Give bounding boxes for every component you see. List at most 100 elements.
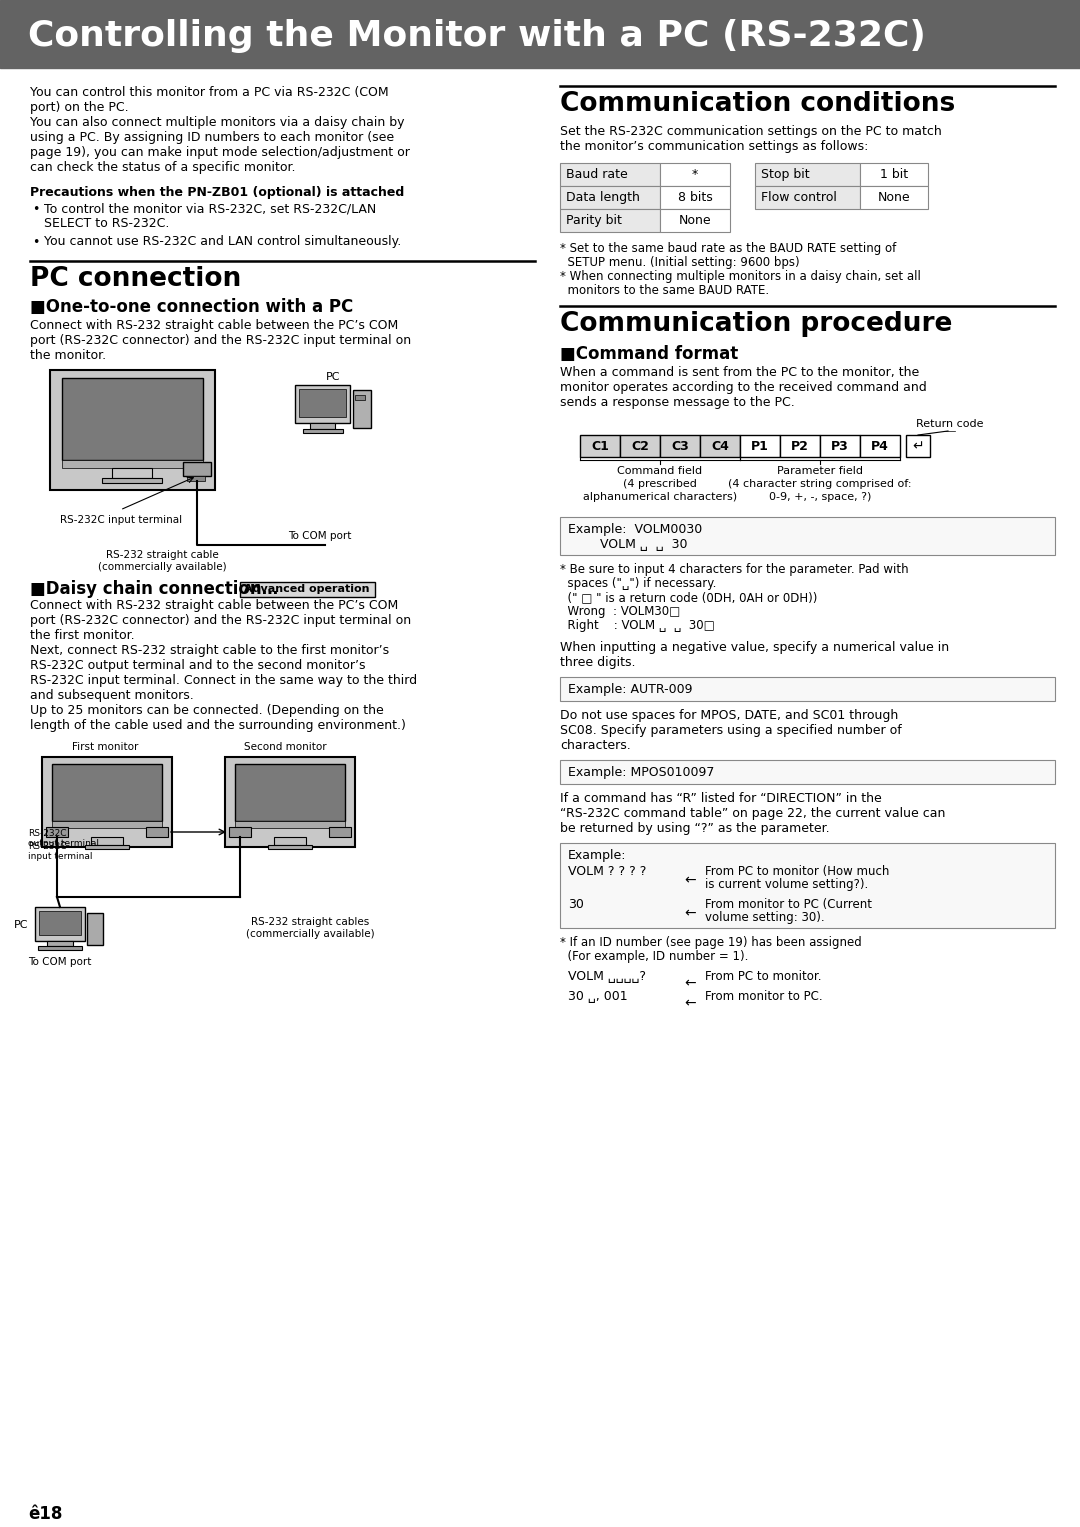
Text: ê18: ê18 <box>28 1506 63 1522</box>
Text: •: • <box>32 237 39 249</box>
Bar <box>48 941 73 947</box>
Text: Data length: Data length <box>566 191 639 205</box>
Text: Connect with RS-232 straight cable between the PC’s COM: Connect with RS-232 straight cable betwe… <box>30 319 399 331</box>
Text: * When connecting multiple monitors in a daisy chain, set all: * When connecting multiple monitors in a… <box>561 270 921 282</box>
Text: ■Command format: ■Command format <box>561 345 739 363</box>
Bar <box>102 478 162 483</box>
Text: RS-232C
output terminal: RS-232C output terminal <box>28 829 99 849</box>
Text: Example: MPOS010097: Example: MPOS010097 <box>568 767 714 779</box>
Text: Example:: Example: <box>568 849 626 863</box>
Text: sends a response message to the PC.: sends a response message to the PC. <box>561 395 795 409</box>
Text: monitors to the same BAUD RATE.: monitors to the same BAUD RATE. <box>561 284 769 296</box>
Text: To COM port: To COM port <box>288 531 352 541</box>
Bar <box>62 460 203 467</box>
Text: (For example, ID number = 1).: (For example, ID number = 1). <box>561 950 748 964</box>
Text: Wrong  : VOLM30□: Wrong : VOLM30□ <box>561 605 680 618</box>
Text: Right    : VOLM ␣  ␣  30□: Right : VOLM ␣ ␣ 30□ <box>561 618 715 632</box>
Bar <box>561 209 660 232</box>
Bar <box>906 435 930 457</box>
Bar <box>235 764 345 822</box>
Text: When inputting a negative value, specify a numerical value in: When inputting a negative value, specify… <box>561 641 949 654</box>
Text: Connect with RS-232 straight cable between the PC’s COM: Connect with RS-232 straight cable betwe… <box>30 599 399 612</box>
Bar <box>660 209 730 232</box>
Text: is current volume setting?).: is current volume setting?). <box>705 878 868 890</box>
Bar <box>303 429 343 434</box>
Bar <box>268 844 312 849</box>
Bar <box>274 837 306 844</box>
Bar <box>299 389 346 417</box>
Text: Set the RS-232C communication settings on the PC to match: Set the RS-232C communication settings o… <box>561 125 942 137</box>
Text: To COM port: To COM port <box>28 957 92 967</box>
Bar <box>38 947 82 950</box>
Text: P4: P4 <box>872 440 889 452</box>
Bar <box>353 389 372 428</box>
Text: the monitor.: the monitor. <box>30 350 106 362</box>
Bar <box>860 186 928 209</box>
Bar <box>860 435 900 457</box>
Bar <box>561 760 1055 783</box>
Text: ■One-to-one connection with a PC: ■One-to-one connection with a PC <box>30 298 353 316</box>
Bar <box>561 186 660 209</box>
Bar <box>580 435 620 457</box>
Text: Example:  VOLM0030: Example: VOLM0030 <box>568 524 702 536</box>
Text: RS-232C input terminal. Connect in the same way to the third: RS-232C input terminal. Connect in the s… <box>30 673 417 687</box>
Text: First monitor: First monitor <box>71 742 138 751</box>
Text: RS-232C
input terminal: RS-232C input terminal <box>28 841 93 861</box>
Text: Stop bit: Stop bit <box>761 168 810 182</box>
Text: You cannot use RS-232C and LAN control simultaneously.: You cannot use RS-232C and LAN control s… <box>44 235 402 247</box>
Text: Example: AUTR-009: Example: AUTR-009 <box>568 683 692 696</box>
Text: (4 character string comprised of:: (4 character string comprised of: <box>728 479 912 489</box>
Bar <box>310 423 335 429</box>
Bar <box>561 163 660 186</box>
Text: PC: PC <box>13 919 28 930</box>
Text: “RS-232C command table” on page 22, the current value can: “RS-232C command table” on page 22, the … <box>561 806 945 820</box>
Text: *: * <box>692 168 698 182</box>
Text: None: None <box>678 214 712 228</box>
Bar <box>755 163 860 186</box>
Text: Baud rate: Baud rate <box>566 168 627 182</box>
Text: port) on the PC.: port) on the PC. <box>30 101 129 115</box>
Text: ←: ← <box>685 873 696 887</box>
Text: Second monitor: Second monitor <box>244 742 326 751</box>
Text: RS-232C input terminal: RS-232C input terminal <box>60 515 183 525</box>
Text: three digits.: three digits. <box>561 657 635 669</box>
Bar <box>0 0 1080 69</box>
Text: You can control this monitor from a PC via RS-232C (COM: You can control this monitor from a PC v… <box>30 86 389 99</box>
Bar <box>755 186 860 209</box>
Text: Advanced operation: Advanced operation <box>244 583 369 594</box>
Text: VOLM ? ? ? ?: VOLM ? ? ? ? <box>568 864 646 878</box>
Bar <box>39 912 81 935</box>
Text: C2: C2 <box>631 440 649 452</box>
Text: When a command is sent from the PC to the monitor, the: When a command is sent from the PC to th… <box>561 366 919 379</box>
Bar <box>62 379 203 460</box>
Text: ←: ← <box>685 996 696 1009</box>
Bar <box>87 913 103 945</box>
Bar <box>52 764 162 822</box>
Text: port (RS-232C connector) and the RS-232C input terminal on: port (RS-232C connector) and the RS-232C… <box>30 614 411 628</box>
Bar <box>42 757 172 847</box>
Text: ←: ← <box>685 906 696 919</box>
Text: can check the status of a specific monitor.: can check the status of a specific monit… <box>30 160 296 174</box>
Text: PC connection: PC connection <box>30 266 241 292</box>
Bar <box>860 163 928 186</box>
Text: 0-9, +, -, space, ?): 0-9, +, -, space, ?) <box>769 492 872 502</box>
Text: You can also connect multiple monitors via a daisy chain by: You can also connect multiple monitors v… <box>30 116 405 128</box>
Text: alphanumerical characters): alphanumerical characters) <box>583 492 737 502</box>
Text: the monitor’s communication settings as follows:: the monitor’s communication settings as … <box>561 140 868 153</box>
Text: ↵: ↵ <box>913 438 923 454</box>
Text: SELECT to RS-232C.: SELECT to RS-232C. <box>44 217 170 231</box>
Text: PC: PC <box>326 373 340 382</box>
Bar <box>295 385 350 423</box>
Text: * Be sure to input 4 characters for the parameter. Pad with: * Be sure to input 4 characters for the … <box>561 563 908 576</box>
Bar <box>780 435 820 457</box>
Text: P1: P1 <box>751 440 769 452</box>
Text: the first monitor.: the first monitor. <box>30 629 135 641</box>
Bar <box>112 467 152 478</box>
Text: RS-232 straight cable
(commercially available): RS-232 straight cable (commercially avai… <box>97 550 227 571</box>
Bar <box>187 476 205 481</box>
Bar <box>50 370 215 490</box>
Text: monitor operates according to the received command and: monitor operates according to the receiv… <box>561 382 927 394</box>
Text: From PC to monitor.: From PC to monitor. <box>705 970 822 983</box>
Bar <box>229 828 251 837</box>
Bar <box>46 828 68 837</box>
